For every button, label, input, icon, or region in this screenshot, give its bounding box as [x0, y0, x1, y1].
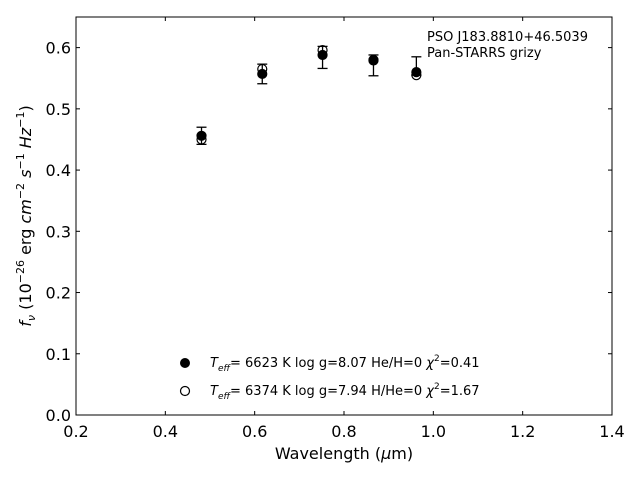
- y-label-f: f: [16, 319, 35, 327]
- y-tick-label: 0.0: [46, 406, 71, 425]
- data-point-filled: [411, 67, 422, 78]
- legend-1-eff: eff: [218, 364, 232, 374]
- x-tick-label: 0.4: [153, 422, 178, 441]
- legend-1-chi: χ: [425, 356, 435, 371]
- legend-marker-filled: [180, 358, 190, 368]
- y-axis-label: fν (10−26 erg cm−2 s−1 Hz−1): [14, 105, 38, 326]
- legend-marker-open: [179, 385, 191, 397]
- legend-2-chi-exp: 2: [434, 382, 440, 392]
- x-label-mu: μ: [380, 444, 391, 463]
- y-label-exp1: −26: [14, 260, 27, 283]
- y-tick-label: 0.1: [46, 345, 71, 364]
- y-label-close: ): [16, 105, 35, 111]
- data-point-filled: [196, 130, 207, 141]
- legend-2-chi: χ: [425, 384, 435, 399]
- data-point-filled: [317, 49, 328, 61]
- axis-ticks: 0.2 0.4 0.6 0.8 1.0 1.2 1.4 0.0 0.1 0.2 0.3 0.4 0.5 0…: [46, 17, 625, 441]
- annotation-survey: Pan-STARRS grizy: [427, 46, 542, 61]
- legend-2-chi-value: =1.67: [440, 384, 480, 399]
- legend-2-eff: eff: [218, 392, 232, 402]
- x-axis-label: Wavelength (μm): [275, 444, 413, 463]
- y-tick-label: 0.5: [46, 100, 71, 119]
- legend-2-T: T: [210, 384, 219, 399]
- y-tick-label: 0.3: [46, 222, 71, 241]
- legend-1-chi-value: =0.41: [440, 356, 480, 371]
- y-label-exp3: −1: [14, 153, 27, 169]
- legend-1-params: = 6623 K log g=8.07 He/H=0: [230, 356, 426, 371]
- legend-entry-2: Teff= 6374 K log g=7.94 H/He=0 χ2=1.67: [210, 382, 480, 402]
- y-label-open: (10: [16, 283, 35, 315]
- y-tick-label: 0.6: [46, 39, 71, 58]
- y-label-cm: cm: [16, 199, 35, 223]
- legend-1-chi-exp: 2: [434, 354, 440, 364]
- annotation-object-name: PSO J183.8810+46.5039: [427, 30, 588, 45]
- x-label-post: m): [391, 444, 413, 463]
- legend-entry-1: Teff= 6623 K log g=8.07 He/H=0 χ2=0.41: [210, 354, 480, 374]
- x-tick-label: 1.0: [421, 422, 446, 441]
- x-tick-label: 1.2: [510, 422, 535, 441]
- y-tick-label: 0.2: [46, 284, 71, 303]
- x-tick-label: 0.6: [242, 422, 267, 441]
- data-point-filled: [368, 55, 379, 66]
- x-tick-label: 0.8: [331, 422, 356, 441]
- data-point-filled: [257, 68, 268, 80]
- x-tick-label: 1.4: [599, 422, 624, 441]
- y-label-nu: ν: [25, 315, 38, 321]
- y-label-hz: Hz: [16, 127, 35, 148]
- y-label-exp2: −2: [14, 183, 27, 199]
- x-tick-label: 0.2: [63, 422, 88, 441]
- x-label-pre: Wavelength (: [275, 444, 381, 463]
- legend-1-T: T: [210, 356, 219, 371]
- y-label-erg: erg: [16, 224, 35, 260]
- legend: Teff= 6623 K log g=8.07 He/H=0 χ2=0.41 T…: [179, 354, 480, 402]
- y-tick-label: 0.4: [46, 161, 71, 180]
- data-points: [196, 44, 422, 146]
- legend-2-params: = 6374 K log g=7.94 H/He=0: [230, 384, 426, 399]
- y-label-exp4: −1: [14, 112, 27, 128]
- y-label-s: s: [16, 170, 35, 178]
